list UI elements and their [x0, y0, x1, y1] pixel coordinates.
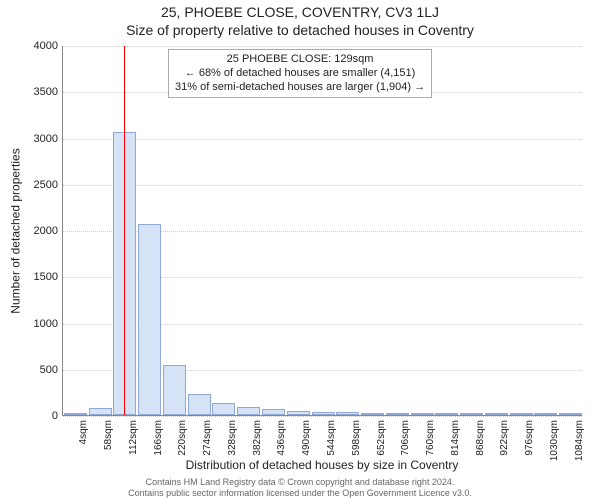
y-tick-label: 3000: [8, 133, 58, 145]
x-axis-title: Distribution of detached houses by size …: [62, 458, 582, 472]
y-tick-label: 2500: [8, 179, 58, 191]
x-tick-label: 598sqm: [351, 420, 362, 456]
annotation-line1: 25 PHOEBE CLOSE: 129sqm: [175, 53, 425, 67]
x-tick-label: 112sqm: [128, 420, 139, 455]
bar: [89, 408, 112, 415]
bar: [460, 413, 483, 415]
gridline: [63, 416, 582, 417]
page-subtitle: Size of property relative to detached ho…: [0, 22, 600, 38]
bar: [237, 407, 260, 415]
bar: [411, 413, 434, 415]
x-tick-label: 382sqm: [252, 420, 263, 456]
bar: [287, 411, 310, 415]
chart-container: 25, PHOEBE CLOSE, COVENTRY, CV3 1LJ Size…: [0, 0, 600, 500]
bar: [534, 413, 557, 415]
bar: [212, 403, 235, 415]
x-tick-label: 706sqm: [400, 420, 411, 456]
credits-line2: Contains public sector information licen…: [0, 488, 600, 498]
bar: [510, 413, 533, 415]
x-tick-label: 922sqm: [499, 420, 510, 456]
annotation-line3: 31% of semi-detached houses are larger (…: [175, 81, 425, 95]
x-tick-label: 544sqm: [326, 420, 337, 456]
x-tick-label: 274sqm: [202, 420, 213, 456]
bars: [63, 46, 582, 415]
bar: [386, 413, 409, 415]
x-tick-label: 436sqm: [276, 420, 287, 456]
bar: [262, 409, 285, 415]
x-tick-label: 1030sqm: [549, 420, 560, 461]
x-tick-label: 4sqm: [78, 420, 89, 444]
x-tick-label: 328sqm: [227, 420, 238, 456]
bar: [163, 365, 186, 415]
bar: [435, 413, 458, 415]
plot-area: 25 PHOEBE CLOSE: 129sqm ← 68% of detache…: [62, 46, 582, 416]
bar: [485, 413, 508, 415]
bar: [312, 412, 335, 415]
y-tick-label: 4000: [8, 40, 58, 52]
y-tick-label: 2000: [8, 225, 58, 237]
page-title: 25, PHOEBE CLOSE, COVENTRY, CV3 1LJ: [0, 4, 600, 20]
y-tick-label: 500: [8, 364, 58, 376]
y-tick-label: 1000: [8, 318, 58, 330]
x-tick-label: 760sqm: [425, 420, 436, 456]
marker-line: [124, 46, 125, 415]
annotation-box: 25 PHOEBE CLOSE: 129sqm ← 68% of detache…: [168, 49, 432, 98]
x-tick-label: 976sqm: [524, 420, 535, 456]
bar: [64, 413, 87, 415]
bar: [188, 394, 211, 415]
y-tick-label: 0: [8, 410, 58, 422]
y-tick-label: 3500: [8, 86, 58, 98]
x-tick-label: 166sqm: [153, 420, 164, 456]
x-tick-label: 814sqm: [450, 420, 461, 456]
credits-line1: Contains HM Land Registry data © Crown c…: [0, 477, 600, 487]
x-tick-label: 490sqm: [301, 420, 312, 456]
annotation-line2: ← 68% of detached houses are smaller (4,…: [175, 67, 425, 81]
bar: [361, 413, 384, 415]
y-tick-label: 1500: [8, 271, 58, 283]
x-tick-label: 58sqm: [103, 420, 114, 450]
x-tick-label: 1084sqm: [574, 420, 585, 461]
credits: Contains HM Land Registry data © Crown c…: [0, 477, 600, 498]
x-tick-label: 652sqm: [376, 420, 387, 456]
x-tick-label: 220sqm: [177, 420, 188, 456]
x-tick-label: 868sqm: [475, 420, 486, 456]
bar: [138, 224, 161, 415]
bar: [559, 413, 582, 415]
bar: [336, 412, 359, 415]
